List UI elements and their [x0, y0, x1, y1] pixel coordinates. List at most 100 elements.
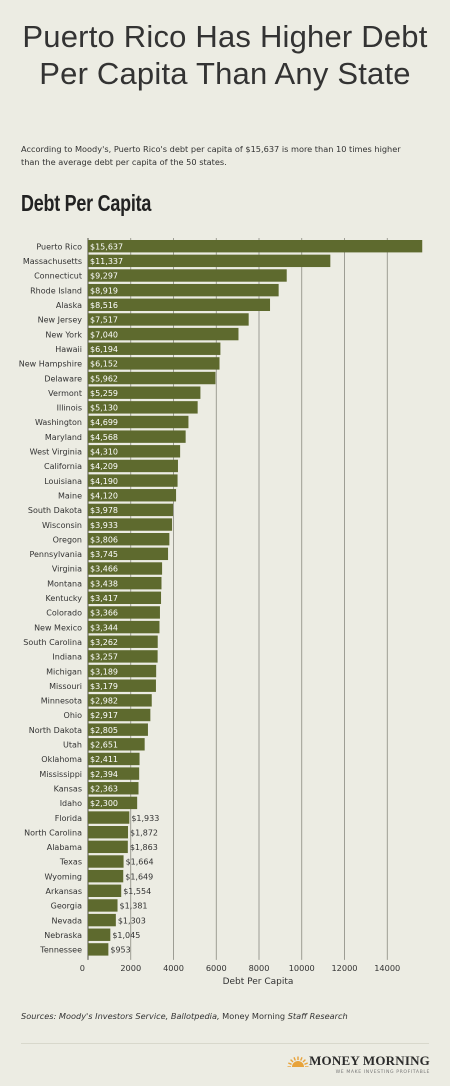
x-tick-label: 12000 [331, 963, 357, 973]
bar [88, 254, 331, 268]
bar [88, 283, 279, 297]
value-label: $7,517 [90, 316, 118, 325]
value-label: $2,651 [90, 741, 118, 750]
category-label: Rhode Island [30, 286, 82, 295]
value-label: $2,917 [90, 711, 118, 720]
logo-ray [293, 1057, 297, 1061]
category-label: North Dakota [29, 726, 82, 735]
bar [88, 796, 138, 810]
category-label: New Mexico [34, 623, 82, 632]
value-label: $15,637 [90, 242, 123, 251]
value-label: $2,805 [90, 726, 118, 735]
category-label: Washington [35, 418, 82, 427]
value-label: $3,257 [90, 653, 118, 662]
value-label: $1,381 [120, 902, 148, 911]
bar [88, 928, 111, 941]
value-label: $3,806 [90, 535, 118, 544]
bar [88, 562, 163, 575]
category-label: Pennsylvania [29, 550, 82, 559]
sources-italic-2: Staff Research [287, 1011, 348, 1021]
bar [88, 518, 173, 531]
bar [88, 298, 271, 311]
logo-ray [290, 1059, 294, 1063]
category-label: Virginia [52, 565, 82, 574]
x-tick-label: 0 [80, 963, 85, 973]
bar [88, 459, 178, 473]
value-label: $1,303 [118, 916, 146, 925]
value-label: $2,300 [90, 799, 118, 808]
category-label: New York [45, 330, 82, 339]
category-label: Nevada [51, 916, 82, 925]
logo-ray [288, 1062, 292, 1065]
category-label: Minnesota [41, 697, 82, 706]
category-label: North Carolina [24, 828, 82, 837]
bar [88, 474, 178, 487]
category-label: California [44, 462, 82, 471]
value-label: $3,438 [90, 579, 118, 588]
bar [88, 869, 124, 883]
bar [88, 723, 148, 736]
category-label: Puerto Rico [36, 242, 82, 251]
category-label: Ohio [64, 711, 83, 720]
category-label: Louisiana [44, 477, 82, 486]
x-tick-label: 4000 [163, 963, 184, 973]
chart-headline: Puerto Rico Has Higher Debt Per Capita T… [22, 19, 428, 91]
logo-ray [300, 1057, 303, 1061]
category-label: Texas [59, 858, 82, 867]
bar [88, 635, 158, 648]
value-label: $953 [110, 946, 130, 955]
category-label: Florida [55, 814, 82, 823]
bar [88, 620, 160, 634]
value-label: $3,344 [90, 623, 118, 632]
bar [88, 591, 162, 604]
value-label: $1,872 [130, 828, 158, 837]
value-label: $5,259 [90, 389, 118, 398]
category-label: Massachusetts [23, 257, 82, 266]
value-label: $1,045 [112, 931, 140, 940]
bar [88, 547, 169, 561]
value-label: $3,933 [90, 521, 118, 530]
bar [88, 357, 220, 370]
category-label: South Dakota [28, 506, 82, 515]
category-label: Oklahoma [41, 755, 82, 764]
x-axis-label: Debt Per Capita [223, 977, 294, 987]
category-label: Tennessee [39, 946, 82, 955]
x-tick-label: 6000 [206, 963, 227, 973]
category-label: Arkansas [46, 887, 82, 896]
value-label: $2,411 [90, 755, 118, 764]
sources-italic: Sources: Moody's Investors Service, Ball… [21, 1011, 220, 1021]
bar [88, 533, 170, 546]
category-label: Hawaii [55, 345, 82, 354]
logo-ray [304, 1062, 309, 1065]
bar [88, 269, 287, 282]
bar [88, 576, 162, 590]
intro-text: According to Moody's, Puerto Rico's debt… [21, 144, 401, 167]
x-tick-label: 10000 [289, 963, 315, 973]
value-label: $8,516 [90, 301, 118, 310]
category-label: Idaho [60, 799, 82, 808]
value-label: $4,310 [90, 448, 118, 457]
value-label: $3,189 [90, 667, 118, 676]
category-label: Alaska [56, 301, 82, 310]
category-label: Kentucky [45, 594, 82, 603]
category-label: Vermont [48, 389, 82, 398]
bar [88, 826, 129, 839]
bar [88, 606, 160, 619]
x-tick-label: 2000 [120, 963, 141, 973]
bar [88, 840, 128, 854]
sources-note: Sources: Moody's Investors Service, Ball… [21, 1011, 348, 1021]
x-axis-ticks: 0 2000 4000 6000 8000 10000 12000 14000 [80, 963, 400, 973]
category-label: Wisconsin [42, 521, 82, 530]
bar [88, 415, 189, 429]
value-label: $3,466 [90, 565, 118, 574]
bar [88, 679, 156, 692]
value-label: $4,568 [90, 433, 118, 442]
bar [88, 342, 221, 355]
value-label: $3,179 [90, 682, 118, 691]
category-label: Kansas [54, 784, 82, 793]
value-label: $7,040 [90, 330, 118, 339]
value-label: $1,863 [130, 843, 158, 852]
bar [88, 313, 249, 326]
brand-logo: MONEY MORNING WE MAKE INVESTING PROFITAB… [287, 1053, 430, 1075]
bar [88, 943, 109, 956]
